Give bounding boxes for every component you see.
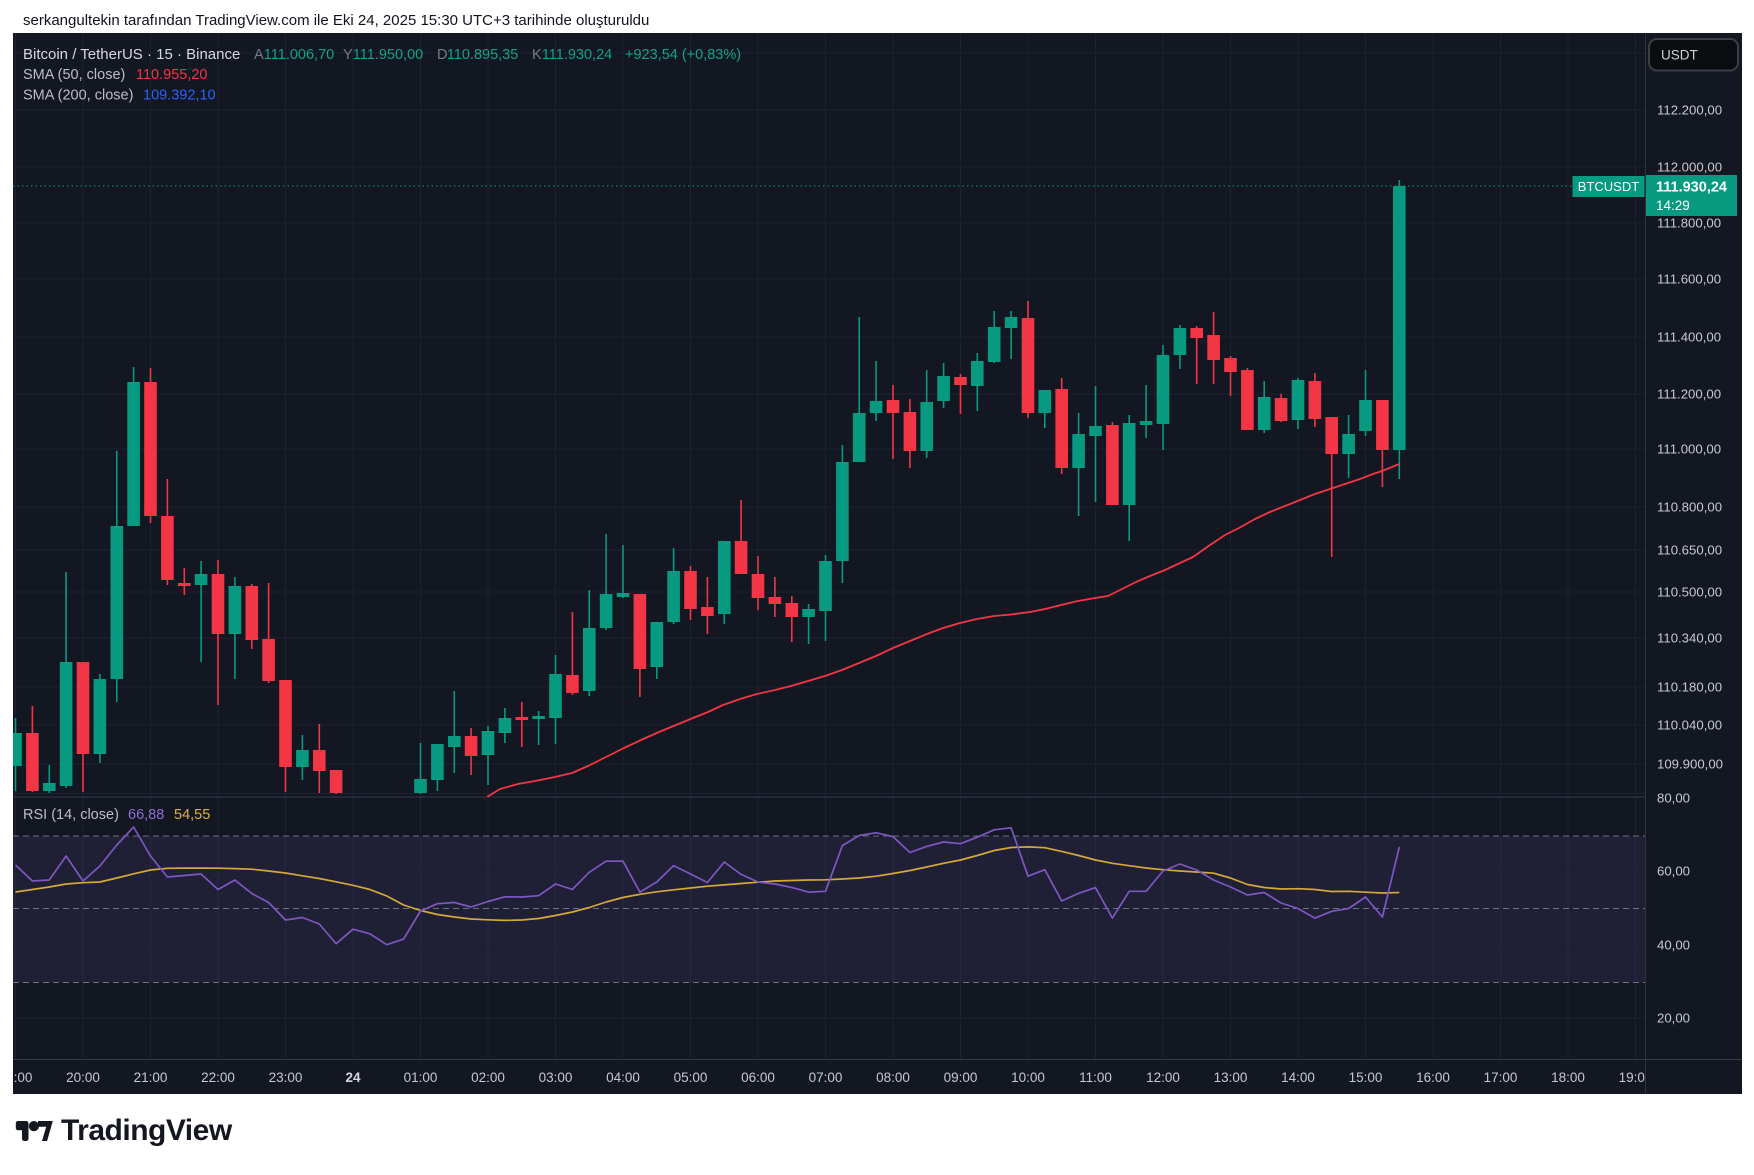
svg-text:+923,54 (+0,83%): +923,54 (+0,83%) [625,47,741,63]
svg-text:17:00: 17:00 [1484,1070,1518,1085]
svg-text:111.800,00: 111.800,00 [1657,216,1721,231]
svg-text:08:00: 08:00 [876,1070,910,1085]
svg-text:14:29: 14:29 [1656,198,1690,213]
svg-text:serkangultekin tarafından Trad: serkangultekin tarafından TradingView.co… [23,12,649,29]
svg-text:03:00: 03:00 [539,1070,573,1085]
svg-text:110.895,35: 110.895,35 [447,47,519,63]
svg-text:Y: Y [343,47,353,63]
svg-text:12:00: 12:00 [1146,1070,1180,1085]
svg-text:16:00: 16:00 [1416,1070,1450,1085]
svg-text:BTCUSDT: BTCUSDT [1578,179,1639,194]
svg-text:14:00: 14:00 [1281,1070,1315,1085]
svg-text:09:00: 09:00 [944,1070,978,1085]
svg-text:112.000,00: 112.000,00 [1657,160,1722,175]
svg-text:112.200,00: 112.200,00 [1657,103,1722,118]
svg-text:54,55: 54,55 [174,807,210,823]
svg-text:80,00: 80,00 [1657,791,1690,806]
svg-text:66,88: 66,88 [128,807,164,823]
svg-text:110.340,00: 110.340,00 [1657,631,1722,646]
svg-text:07:00: 07:00 [809,1070,843,1085]
svg-text:19:00: 19:00 [1619,1070,1653,1085]
svg-text:110.800,00: 110.800,00 [1657,500,1722,515]
svg-text:110.955,20: 110.955,20 [136,67,208,83]
svg-text:60,00: 60,00 [1657,864,1690,879]
svg-text:111.600,00: 111.600,00 [1657,272,1721,287]
svg-text:D: D [437,47,447,63]
svg-text:18:00: 18:00 [1551,1070,1585,1085]
svg-text:15:00: 15:00 [1349,1070,1383,1085]
svg-text:111.400,00: 111.400,00 [1657,330,1721,345]
svg-text:RSI (14, close): RSI (14, close) [23,807,119,823]
svg-text:04:00: 04:00 [606,1070,640,1085]
svg-text:02:00: 02:00 [471,1070,505,1085]
svg-text:SMA (200, close): SMA (200, close) [23,88,133,104]
svg-text:22:00: 22:00 [201,1070,235,1085]
svg-text:40,00: 40,00 [1657,938,1690,953]
svg-text:111.200,00: 111.200,00 [1657,387,1721,402]
svg-text:11:00: 11:00 [1079,1070,1112,1085]
svg-text:109.392,10: 109.392,10 [143,88,216,104]
svg-text:06:00: 06:00 [741,1070,775,1085]
svg-text:21:00: 21:00 [134,1070,168,1085]
svg-text:23:00: 23:00 [269,1070,303,1085]
svg-text:111.000,00: 111.000,00 [1657,442,1721,457]
svg-text:111.930,24: 111.930,24 [1656,180,1727,196]
svg-text:20,00: 20,00 [1657,1011,1690,1026]
svg-text:10:00: 10:00 [1011,1070,1045,1085]
svg-text:05:00: 05:00 [674,1070,708,1085]
svg-text:111.006,70: 111.006,70 [264,47,334,63]
svg-text:110.040,00: 110.040,00 [1657,718,1722,733]
svg-text:TradingView: TradingView [61,1114,233,1147]
svg-text:24: 24 [345,1070,361,1085]
svg-text:20:00: 20:00 [66,1070,100,1085]
svg-text:19:00: 19:00 [0,1070,32,1085]
svg-text:110.650,00: 110.650,00 [1657,543,1722,558]
svg-text:110.180,00: 110.180,00 [1657,680,1722,695]
svg-text:110.500,00: 110.500,00 [1657,585,1722,600]
svg-text:USDT: USDT [1661,48,1698,63]
svg-text:13:00: 13:00 [1214,1070,1248,1085]
svg-text:111.930,24: 111.930,24 [542,47,612,63]
svg-text:109.900,00: 109.900,00 [1657,757,1723,772]
svg-text:111.950,00: 111.950,00 [353,47,423,63]
svg-text:Bitcoin / TetherUS · 15 · Bina: Bitcoin / TetherUS · 15 · Binance [23,46,240,63]
svg-text:SMA (50, close): SMA (50, close) [23,67,125,83]
svg-text:01:00: 01:00 [404,1070,438,1085]
svg-text:K: K [532,47,542,63]
svg-text:A: A [254,47,264,63]
